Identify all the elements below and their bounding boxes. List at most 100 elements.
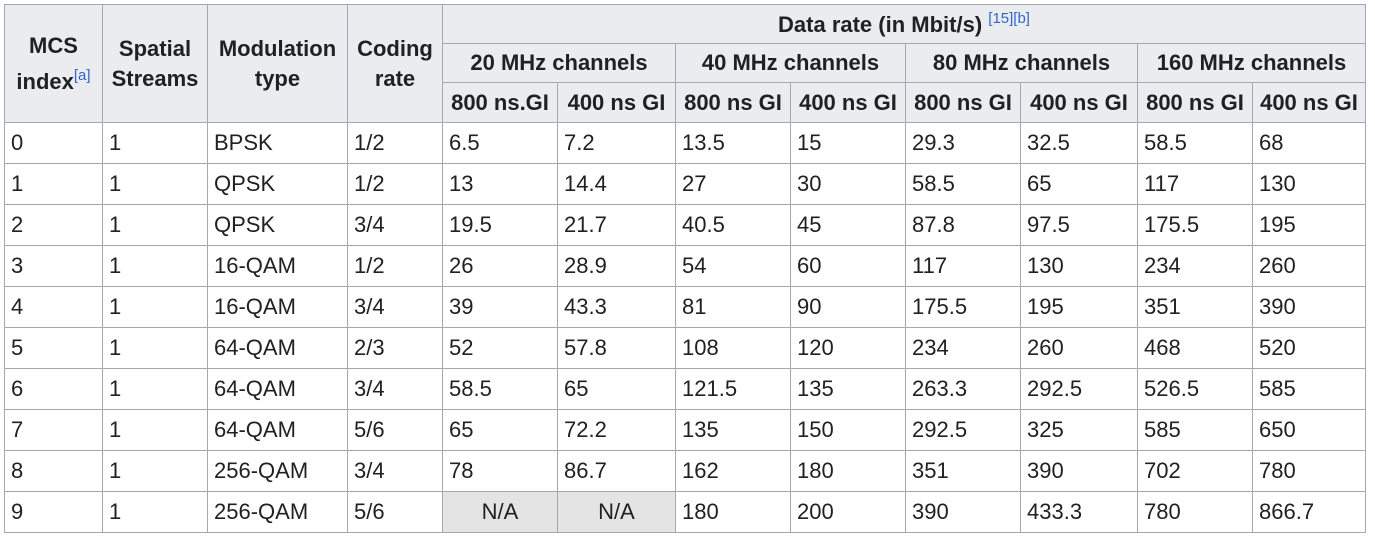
table-cell: 87.8 bbox=[905, 204, 1021, 246]
header-coding-line1: Coding bbox=[357, 35, 433, 61]
table-cell: 3 bbox=[4, 245, 103, 287]
table-cell: 54 bbox=[675, 245, 791, 287]
header-guard-interval: 400 ns GI bbox=[557, 82, 676, 123]
header-data-rate-label: Data rate (in Mbit/s) bbox=[778, 12, 983, 37]
header-data-rate: Data rate (in Mbit/s) [15][b] bbox=[442, 4, 1366, 44]
table-cell: 39 bbox=[442, 286, 558, 328]
table-cell: 175.5 bbox=[905, 286, 1021, 328]
table-cell: 468 bbox=[1137, 327, 1253, 369]
table-cell: 6.5 bbox=[442, 122, 558, 164]
table-cell: 1/2 bbox=[347, 245, 443, 287]
table-cell: 3/4 bbox=[347, 286, 443, 328]
table-row: 5 1 64-QAM 2/3 52 57.8 108 120 234 260 468 520 bbox=[4, 327, 1366, 369]
table-cell: 58.5 bbox=[442, 368, 558, 410]
table-cell: 21.7 bbox=[557, 204, 676, 246]
table-cell: 650 bbox=[1252, 409, 1366, 451]
footnote-15b-link[interactable]: [15][b] bbox=[988, 10, 1030, 27]
table-cell: 526.5 bbox=[1137, 368, 1253, 410]
table-cell: 200 bbox=[790, 491, 906, 533]
table-cell: 1 bbox=[102, 368, 208, 410]
table-cell: 150 bbox=[790, 409, 906, 451]
table-cell: 1 bbox=[102, 409, 208, 451]
table-cell: QPSK bbox=[207, 163, 348, 205]
table-cell: 121.5 bbox=[675, 368, 791, 410]
table-cell: 1 bbox=[102, 327, 208, 369]
table-cell: 40.5 bbox=[675, 204, 791, 246]
table-row: 3 1 16-QAM 1/2 26 28.9 54 60 117 130 234 260 bbox=[4, 245, 1366, 287]
footnote-a-link[interactable]: [a] bbox=[73, 66, 91, 84]
header-channel-20mhz: 20 MHz channels bbox=[442, 43, 676, 83]
table-cell: 9 bbox=[4, 491, 103, 533]
header-mcs-line2: index bbox=[16, 68, 74, 94]
table-cell: 256-QAM bbox=[207, 491, 348, 533]
table-cell: 390 bbox=[905, 491, 1021, 533]
table-cell: 1 bbox=[102, 163, 208, 205]
table-cell: 13 bbox=[442, 163, 558, 205]
table-row: 1 1 QPSK 1/2 13 14.4 27 30 58.5 65 117 130 bbox=[4, 163, 1366, 205]
header-guard-interval: 800 ns GI bbox=[905, 82, 1021, 123]
table-cell: 3/4 bbox=[347, 450, 443, 492]
table-cell: 60 bbox=[790, 245, 906, 287]
table-cell: 390 bbox=[1020, 450, 1138, 492]
table-cell: 64-QAM bbox=[207, 409, 348, 451]
header-mcs-line1: MCS bbox=[29, 32, 78, 58]
table-cell: 58.5 bbox=[905, 163, 1021, 205]
header-guard-interval: 800 ns GI bbox=[675, 82, 791, 123]
table-cell: 351 bbox=[905, 450, 1021, 492]
table-cell: 433.3 bbox=[1020, 491, 1138, 533]
table-row: 7 1 64-QAM 5/6 65 72.2 135 150 292.5 325 585 650 bbox=[4, 409, 1366, 451]
table-cell: 1/2 bbox=[347, 163, 443, 205]
header-mcs-index: MCS index[a] bbox=[4, 4, 103, 123]
table-cell: 14.4 bbox=[557, 163, 676, 205]
table-cell: 4 bbox=[4, 286, 103, 328]
table-cell: 351 bbox=[1137, 286, 1253, 328]
table-cell: 86.7 bbox=[557, 450, 676, 492]
table-cell: 6 bbox=[4, 368, 103, 410]
table-cell: 585 bbox=[1252, 368, 1366, 410]
table-cell: 43.3 bbox=[557, 286, 676, 328]
header-guard-interval: 400 ns GI bbox=[790, 82, 906, 123]
table-cell: 26 bbox=[442, 245, 558, 287]
table-row: 6 1 64-QAM 3/4 58.5 65 121.5 135 263.3 292.5 526.5… bbox=[4, 368, 1366, 410]
table-cell: 256-QAM bbox=[207, 450, 348, 492]
table-cell: 13.5 bbox=[675, 122, 791, 164]
table-row: 8 1 256-QAM 3/4 78 86.7 162 180 351 390 702 780 bbox=[4, 450, 1366, 492]
header-guard-interval: 800 ns.GI bbox=[442, 82, 558, 123]
table-cell: 195 bbox=[1252, 204, 1366, 246]
table-cell: BPSK bbox=[207, 122, 348, 164]
header-coding-rate: Coding rate bbox=[347, 4, 443, 123]
table-cell: 7 bbox=[4, 409, 103, 451]
header-channel-40mhz: 40 MHz channels bbox=[675, 43, 906, 83]
table-cell: 1 bbox=[102, 450, 208, 492]
table-row: 0 1 BPSK 1/2 6.5 7.2 13.5 15 29.3 32.5 58.5 68 bbox=[4, 122, 1366, 164]
table-cell: 130 bbox=[1020, 245, 1138, 287]
table-cell: 90 bbox=[790, 286, 906, 328]
table-cell: 180 bbox=[790, 450, 906, 492]
table-cell: 1 bbox=[102, 204, 208, 246]
table-cell: N/A bbox=[557, 491, 676, 533]
table-cell: 45 bbox=[790, 204, 906, 246]
table-cell: 65 bbox=[557, 368, 676, 410]
table-cell: 65 bbox=[1020, 163, 1138, 205]
table-cell: 175.5 bbox=[1137, 204, 1253, 246]
table-cell: 292.5 bbox=[905, 409, 1021, 451]
table-cell: 702 bbox=[1137, 450, 1253, 492]
header-coding-line2: rate bbox=[374, 65, 416, 91]
table-cell: 16-QAM bbox=[207, 286, 348, 328]
table-cell: 1 bbox=[4, 163, 103, 205]
table-cell: 5/6 bbox=[347, 409, 443, 451]
header-channel-80mhz: 80 MHz channels bbox=[905, 43, 1138, 83]
table-cell: 52 bbox=[442, 327, 558, 369]
table-cell: 15 bbox=[790, 122, 906, 164]
table-cell: 260 bbox=[1252, 245, 1366, 287]
table-cell: 68 bbox=[1252, 122, 1366, 164]
table-row: 9 1 256-QAM 5/6 N/A N/A 180 200 390 433.3 780 866.7 bbox=[4, 491, 1366, 533]
table-cell: 97.5 bbox=[1020, 204, 1138, 246]
table-cell: 108 bbox=[675, 327, 791, 369]
table-cell: 29.3 bbox=[905, 122, 1021, 164]
table-cell: 64-QAM bbox=[207, 368, 348, 410]
table-cell: 866.7 bbox=[1252, 491, 1366, 533]
table-cell: 162 bbox=[675, 450, 791, 492]
table-cell: 260 bbox=[1020, 327, 1138, 369]
table-cell: 780 bbox=[1137, 491, 1253, 533]
